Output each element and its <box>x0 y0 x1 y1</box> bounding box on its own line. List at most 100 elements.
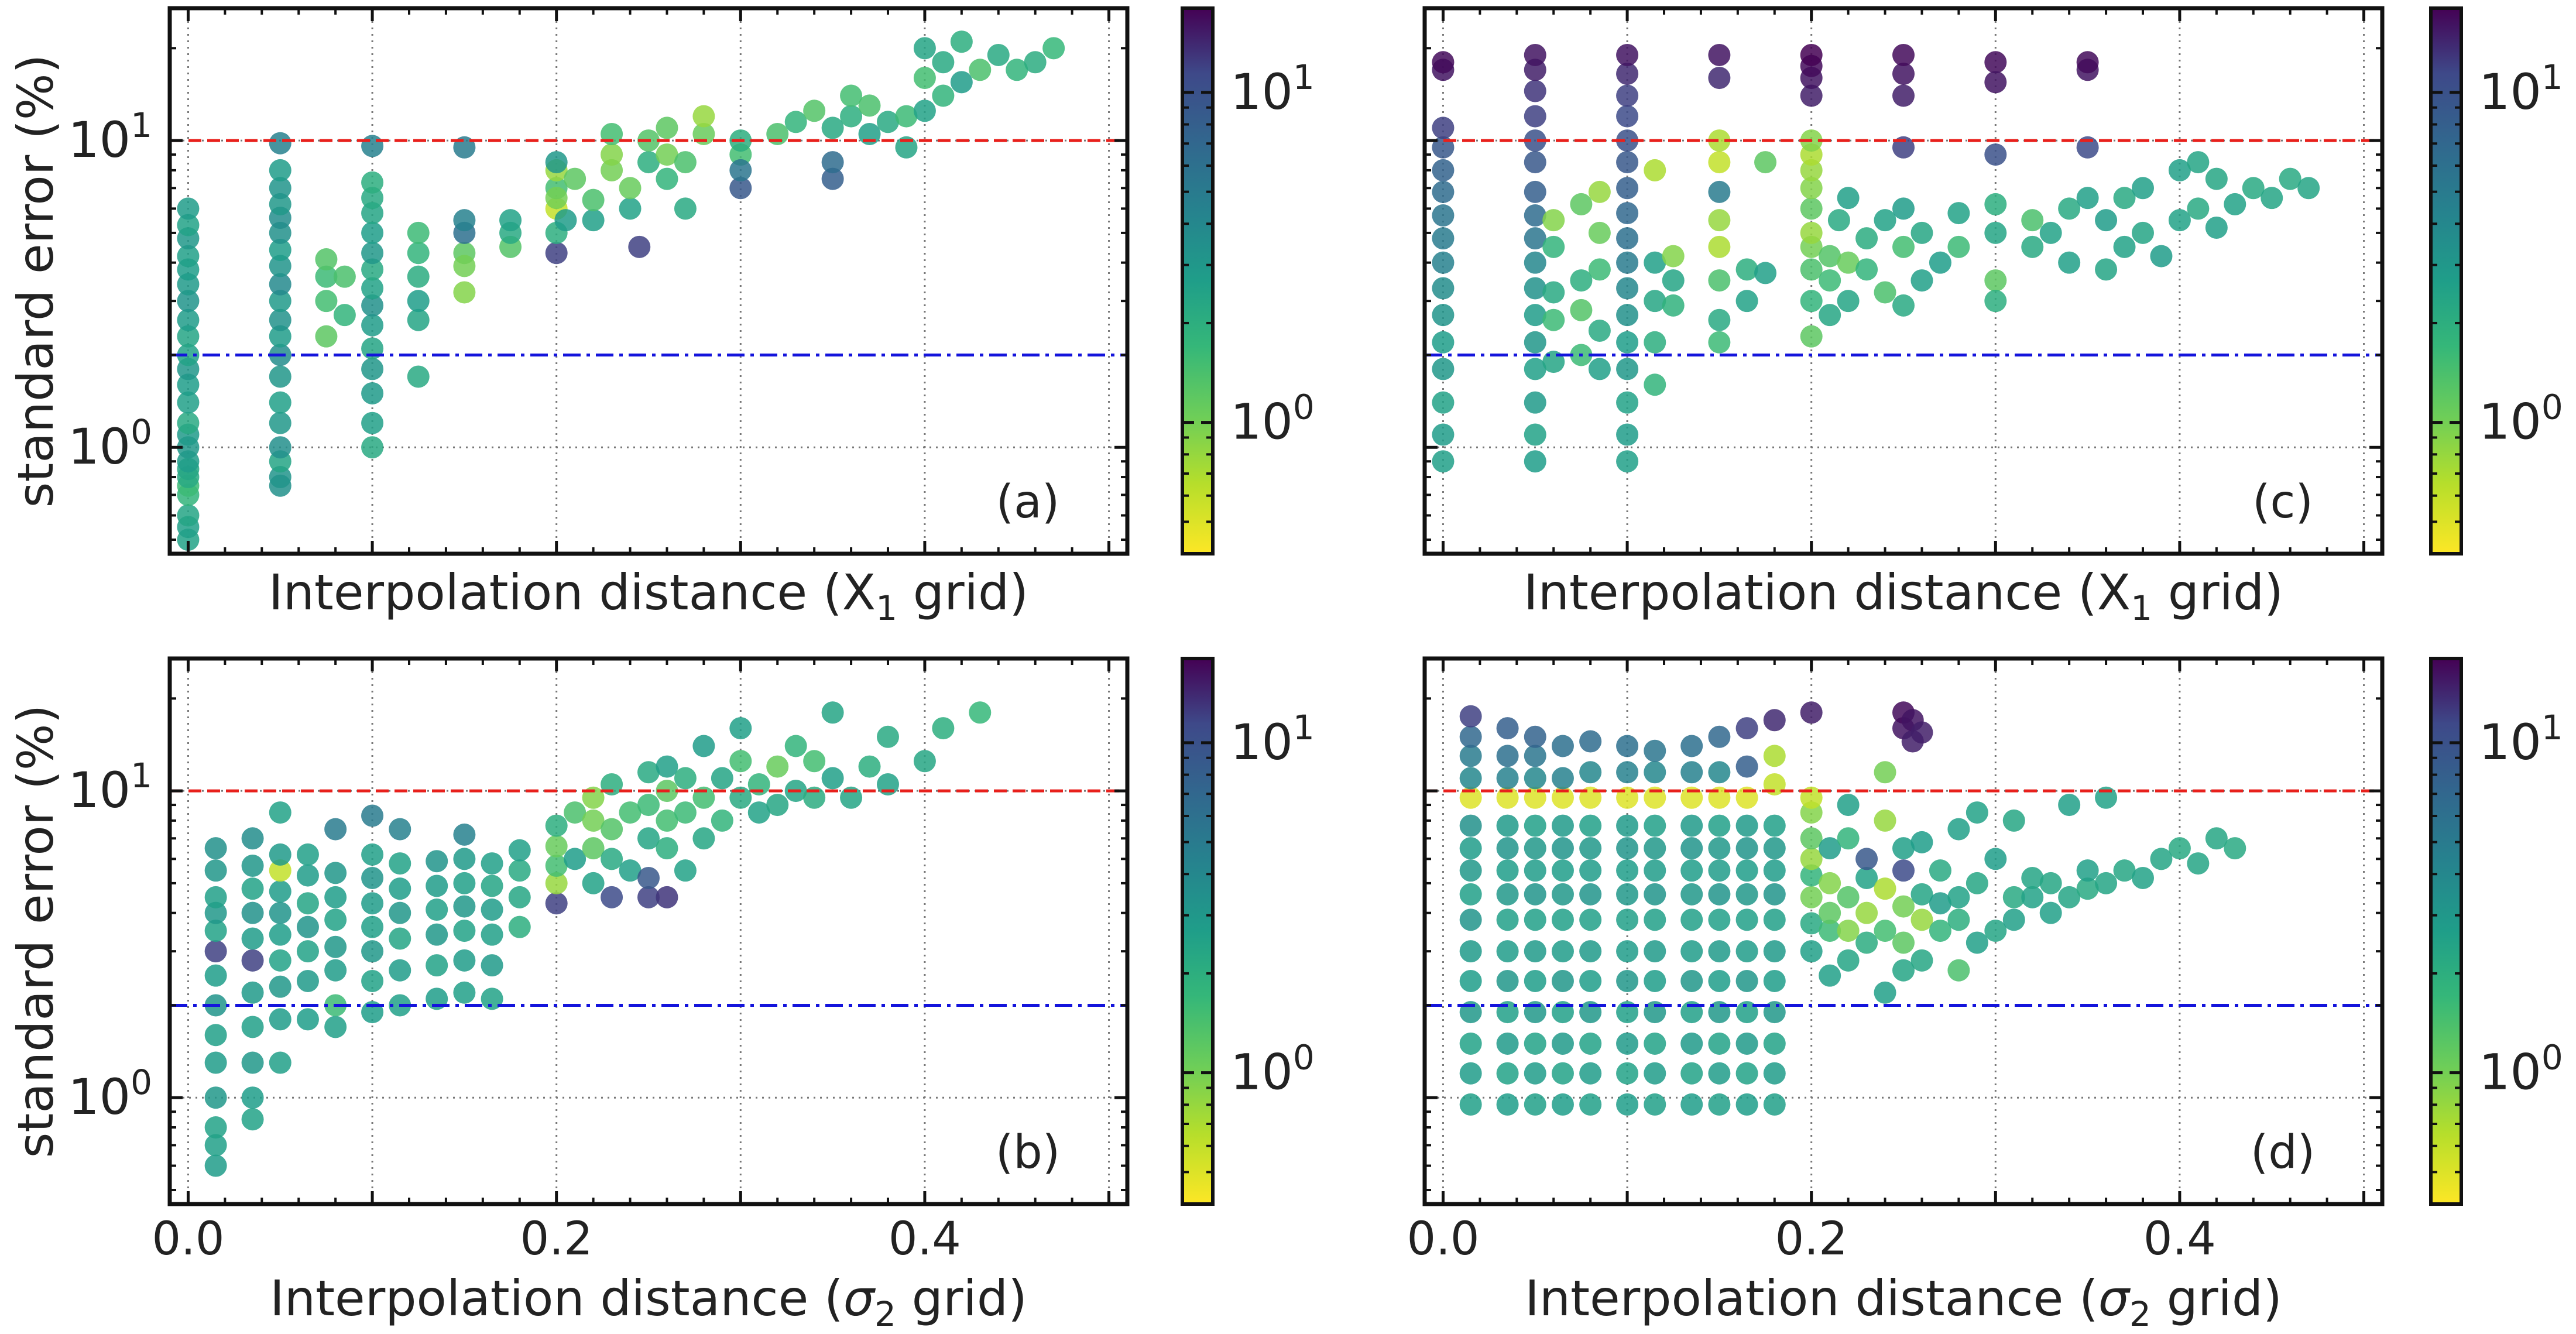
data-point <box>1524 251 1546 274</box>
data-point <box>315 248 338 271</box>
colorbar-tick-label: 101 <box>2479 708 2563 771</box>
data-point <box>1947 908 1970 931</box>
colorbar-tick-label-base: 10 <box>2479 714 2541 771</box>
data-point <box>545 835 568 858</box>
data-point <box>1432 251 1455 274</box>
data-point <box>1616 1093 1639 1116</box>
data-point <box>1763 969 1786 992</box>
plot-frame <box>167 656 1130 1206</box>
data-point <box>1524 423 1546 446</box>
data-point <box>1819 304 1841 327</box>
data-point <box>2205 216 2228 239</box>
data-point <box>1524 1032 1546 1055</box>
data-point <box>674 151 697 174</box>
data-point <box>1496 908 1519 931</box>
data-point <box>1680 1062 1703 1085</box>
plot-area <box>170 8 1127 554</box>
data-point <box>1616 423 1639 446</box>
data-point <box>656 809 678 832</box>
data-point <box>1551 1062 1574 1085</box>
data-point <box>2150 245 2173 268</box>
data-point <box>1984 193 2007 215</box>
data-point <box>296 969 319 992</box>
data-point <box>1708 269 1731 292</box>
data-point <box>1616 859 1639 882</box>
data-point <box>2113 235 2136 258</box>
data-point <box>1763 837 1786 860</box>
data-point <box>204 901 227 924</box>
data-point <box>1984 51 2007 74</box>
data-point <box>426 923 448 946</box>
data-point <box>2224 837 2246 860</box>
data-point <box>1524 358 1546 380</box>
data-point <box>1616 969 1639 992</box>
data-point <box>1892 959 1915 982</box>
data-point <box>1708 837 1731 860</box>
data-point <box>1800 43 1823 66</box>
data-point <box>508 839 531 862</box>
panel-label: (a) <box>996 476 1060 529</box>
data-point <box>1496 767 1519 790</box>
data-point <box>324 886 347 908</box>
y-tick-label-exponent: 1 <box>131 756 152 795</box>
plot-frame <box>167 6 1130 556</box>
points-layer <box>204 701 992 1177</box>
colorbar-tick-label-base: 10 <box>2479 63 2541 121</box>
colorbar-tick-label-base: 10 <box>1230 1044 1293 1101</box>
colorbar-tick-label-base: 10 <box>1230 63 1293 121</box>
data-point <box>315 265 338 288</box>
data-point <box>619 197 642 220</box>
data-point <box>1910 949 1933 972</box>
x-axis-label-symbol: σ <box>2098 1270 2131 1327</box>
data-point <box>1819 269 1841 292</box>
data-point <box>1644 1062 1666 1085</box>
data-point <box>1459 1032 1482 1055</box>
data-point <box>656 837 678 860</box>
data-point <box>1524 837 1546 860</box>
data-point <box>177 308 200 331</box>
data-point <box>1551 814 1574 837</box>
data-point <box>1800 848 1823 870</box>
data-point <box>1644 290 1666 313</box>
data-point <box>1680 761 1703 784</box>
y-tick-label: 100 <box>68 412 152 475</box>
data-point <box>1735 908 1758 931</box>
data-point <box>1708 235 1731 258</box>
data-point <box>361 135 384 157</box>
data-point <box>877 725 899 748</box>
data-point <box>1432 116 1455 139</box>
data-point <box>582 209 605 232</box>
data-point <box>1708 969 1731 992</box>
data-point <box>1644 251 1666 274</box>
data-point <box>803 750 826 773</box>
data-point <box>1855 931 1878 954</box>
data-point <box>1929 251 1951 274</box>
data-point <box>1579 814 1602 837</box>
data-point <box>407 221 430 244</box>
data-point <box>674 859 697 882</box>
data-point <box>269 325 291 348</box>
data-point <box>1644 373 1666 396</box>
data-point <box>1680 859 1703 882</box>
data-point <box>601 818 623 841</box>
data-point <box>1763 1032 1786 1055</box>
data-point <box>361 866 384 889</box>
colorbar-tick-label: 100 <box>2479 1038 2563 1101</box>
data-point <box>361 258 384 281</box>
data-point <box>1855 866 1878 889</box>
data-point <box>1892 931 1915 954</box>
data-point <box>1432 277 1455 300</box>
data-point <box>361 358 384 380</box>
colorbar-tick-label-base: 10 <box>2479 1044 2541 1101</box>
data-point <box>1644 859 1666 882</box>
data-point <box>426 850 448 873</box>
data-point <box>2039 221 2062 244</box>
data-point <box>601 159 623 181</box>
data-point <box>1524 450 1546 473</box>
data-point <box>729 159 752 181</box>
data-point <box>545 814 568 837</box>
data-point <box>711 767 733 790</box>
data-point <box>1800 84 1823 107</box>
data-point <box>361 187 384 210</box>
data-point <box>2076 187 2099 210</box>
